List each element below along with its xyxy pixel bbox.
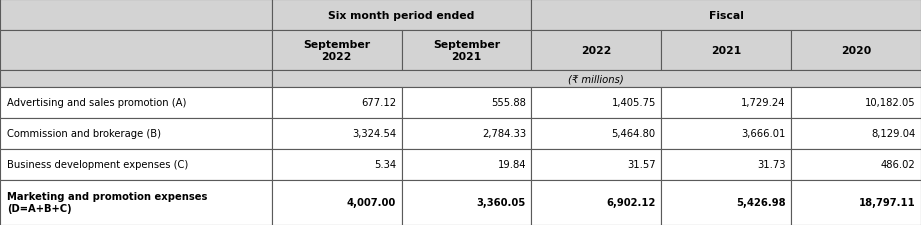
Bar [531,87,661,118]
Bar [531,180,661,225]
Text: 1,405.75: 1,405.75 [612,98,656,108]
Text: 2,784.33: 2,784.33 [482,128,526,139]
Text: 31.57: 31.57 [627,159,656,169]
Bar [402,180,531,225]
Text: September
2022: September 2022 [303,40,370,61]
Text: 1,729.24: 1,729.24 [741,98,786,108]
Bar [272,70,921,87]
Bar [0,70,272,87]
Text: 486.02: 486.02 [880,159,915,169]
Bar [791,149,921,180]
Bar [0,0,272,31]
Text: 3,324.54: 3,324.54 [352,128,396,139]
Text: 31.73: 31.73 [757,159,786,169]
Bar [272,180,402,225]
Bar [661,149,791,180]
Text: 3,666.01: 3,666.01 [741,128,786,139]
Text: Six month period ended: Six month period ended [329,11,474,20]
Bar [0,31,272,70]
Text: Business development expenses (C): Business development expenses (C) [7,159,189,169]
Bar [0,180,272,225]
Text: 2020: 2020 [841,46,871,56]
Text: 5.34: 5.34 [374,159,396,169]
Text: 3,360.05: 3,360.05 [477,197,526,207]
Bar [661,31,791,70]
Bar [531,31,661,70]
Text: 4,007.00: 4,007.00 [347,197,396,207]
Bar [531,118,661,149]
Bar [791,87,921,118]
Bar [661,118,791,149]
Bar [402,87,531,118]
Text: 8,129.04: 8,129.04 [871,128,915,139]
Bar [272,31,402,70]
Bar [0,149,272,180]
Bar [661,87,791,118]
Text: 555.88: 555.88 [491,98,526,108]
Bar [791,180,921,225]
Bar [272,118,402,149]
Text: September
2021: September 2021 [433,40,500,61]
Bar [402,31,531,70]
Text: 19.84: 19.84 [497,159,526,169]
Bar [0,87,272,118]
Bar [402,149,531,180]
Text: 2021: 2021 [711,46,741,56]
Bar [791,118,921,149]
Text: 677.12: 677.12 [361,98,396,108]
Bar [272,0,531,31]
Text: Marketing and promotion expenses
(D=A+B+C): Marketing and promotion expenses (D=A+B+… [7,192,208,213]
Bar [791,31,921,70]
Text: 18,797.11: 18,797.11 [858,197,915,207]
Bar [531,149,661,180]
Text: (₹ millions): (₹ millions) [568,74,624,84]
Text: Commission and brokerage (B): Commission and brokerage (B) [7,128,161,139]
Bar [531,0,921,31]
Text: 5,464.80: 5,464.80 [612,128,656,139]
Bar [272,149,402,180]
Text: 10,182.05: 10,182.05 [865,98,915,108]
Bar [661,180,791,225]
Text: 6,902.12: 6,902.12 [606,197,656,207]
Text: Fiscal: Fiscal [709,11,743,20]
Bar [402,118,531,149]
Text: Advertising and sales promotion (A): Advertising and sales promotion (A) [7,98,187,108]
Text: 2022: 2022 [581,46,612,56]
Bar [0,118,272,149]
Bar [272,87,402,118]
Text: 5,426.98: 5,426.98 [736,197,786,207]
